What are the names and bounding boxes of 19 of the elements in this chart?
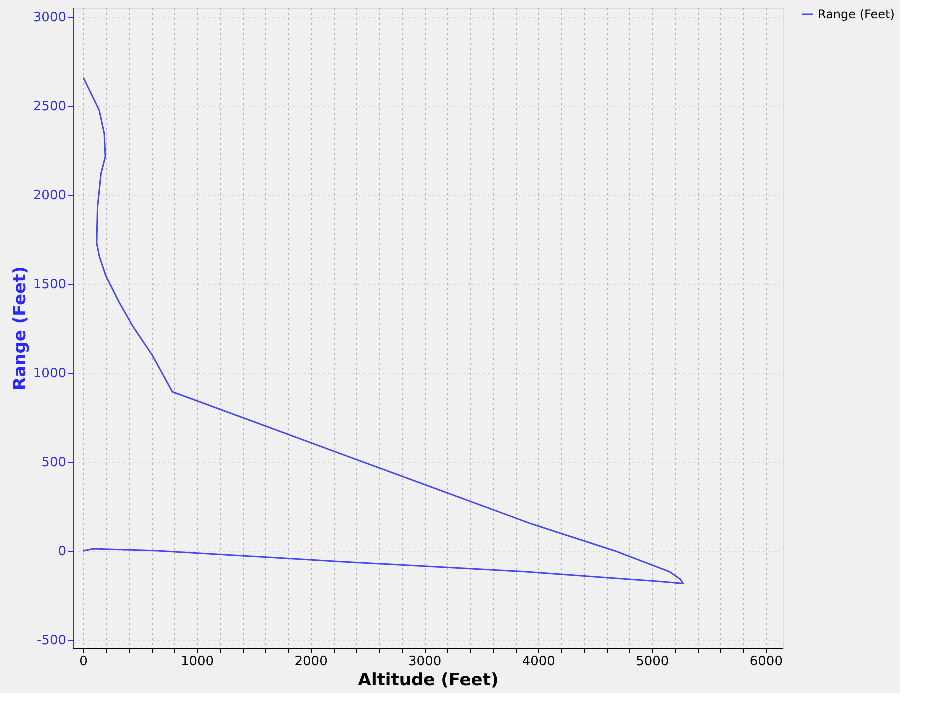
x-tick-label: 4000 bbox=[522, 654, 556, 670]
x-tick-label: 2000 bbox=[294, 654, 328, 670]
x-tick-label: 5000 bbox=[636, 654, 670, 670]
y-tick-label: -500 bbox=[36, 633, 66, 648]
y-tick-label: 2500 bbox=[33, 99, 66, 114]
y-tick-label: 1000 bbox=[33, 366, 66, 382]
legend-label: Range (Feet) bbox=[818, 8, 895, 22]
x-axis-title: Altitude (Feet) bbox=[358, 670, 499, 690]
y-axis-title: Range (Feet) bbox=[10, 266, 30, 390]
y-tick-label: 2000 bbox=[33, 188, 66, 204]
y-tick-label: 1500 bbox=[33, 277, 66, 292]
y-tick-label: 500 bbox=[42, 455, 66, 470]
x-tick-label: 3000 bbox=[408, 654, 442, 670]
line-series bbox=[82, 77, 684, 584]
y-tick-label: 3000 bbox=[33, 10, 66, 26]
x-tick-label: 6000 bbox=[750, 654, 783, 670]
x-tick-label: 1000 bbox=[180, 654, 214, 670]
x-tick-label: 0 bbox=[80, 654, 88, 670]
y-tick-label: 0 bbox=[58, 544, 66, 560]
